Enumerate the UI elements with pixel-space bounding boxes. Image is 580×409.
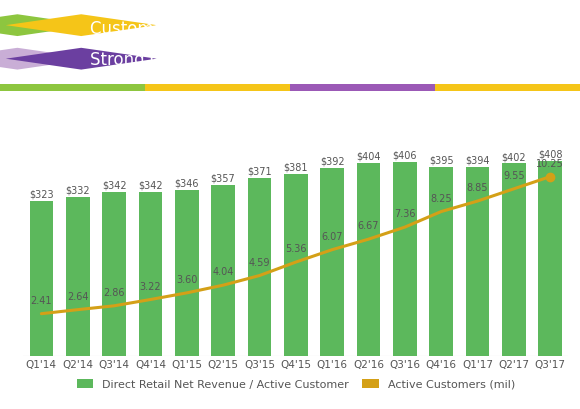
Text: 6.07: 6.07 (321, 232, 343, 242)
Text: 3.60: 3.60 (176, 275, 197, 285)
Bar (248, 178, 271, 356)
Text: Customer Economics Continue to Improve:: Customer Economics Continue to Improve: (90, 20, 446, 38)
Text: 2.86: 2.86 (103, 288, 125, 298)
Text: 2.64: 2.64 (67, 292, 89, 302)
Bar (357, 162, 380, 356)
Bar (502, 164, 525, 356)
Text: $357: $357 (211, 173, 235, 184)
Text: 10.25: 10.25 (536, 159, 564, 169)
Polygon shape (0, 48, 93, 70)
Text: $404: $404 (356, 151, 380, 161)
Text: $394: $394 (465, 156, 490, 166)
Text: 7.36: 7.36 (394, 209, 416, 219)
Text: 4.59: 4.59 (249, 258, 270, 267)
Legend: Direct Retail Net Revenue / Active Customer, Active Customers (mil): Direct Retail Net Revenue / Active Custo… (72, 375, 520, 394)
Polygon shape (6, 14, 157, 36)
Text: $395: $395 (429, 155, 454, 165)
Bar (139, 192, 162, 356)
Text: 8.25: 8.25 (430, 194, 452, 204)
Bar (145, 84, 290, 91)
Bar (102, 192, 126, 356)
Bar (466, 167, 490, 356)
Bar (66, 197, 89, 356)
Text: 6.67: 6.67 (358, 221, 379, 231)
Polygon shape (0, 14, 93, 36)
Polygon shape (6, 48, 157, 70)
Bar (290, 84, 435, 91)
Text: $402: $402 (502, 152, 526, 162)
Text: $342: $342 (102, 181, 126, 191)
Bar (320, 168, 344, 356)
Text: 2.41: 2.41 (31, 296, 52, 306)
Bar (393, 162, 416, 356)
Bar (30, 201, 53, 356)
Bar (211, 185, 235, 356)
Text: Strong Customer Acquisition: Strong Customer Acquisition (90, 52, 327, 70)
Text: $346: $346 (175, 179, 199, 189)
Text: $392: $392 (320, 157, 345, 167)
Text: 3.22: 3.22 (140, 282, 161, 292)
Text: 8.85: 8.85 (467, 183, 488, 193)
Bar (284, 173, 307, 356)
Text: 5.36: 5.36 (285, 244, 307, 254)
Text: $408: $408 (538, 149, 563, 159)
Text: $323: $323 (29, 190, 54, 200)
Bar (0, 84, 145, 91)
Text: $332: $332 (66, 186, 90, 196)
Text: 4.04: 4.04 (212, 267, 234, 277)
Text: $371: $371 (247, 167, 272, 177)
Bar (175, 190, 198, 356)
Bar (538, 161, 562, 356)
Bar (429, 167, 453, 356)
Text: $406: $406 (393, 150, 417, 160)
Text: $342: $342 (138, 181, 163, 191)
Bar (435, 84, 580, 91)
Text: $381: $381 (284, 162, 308, 172)
Text: 9.55: 9.55 (503, 171, 525, 181)
